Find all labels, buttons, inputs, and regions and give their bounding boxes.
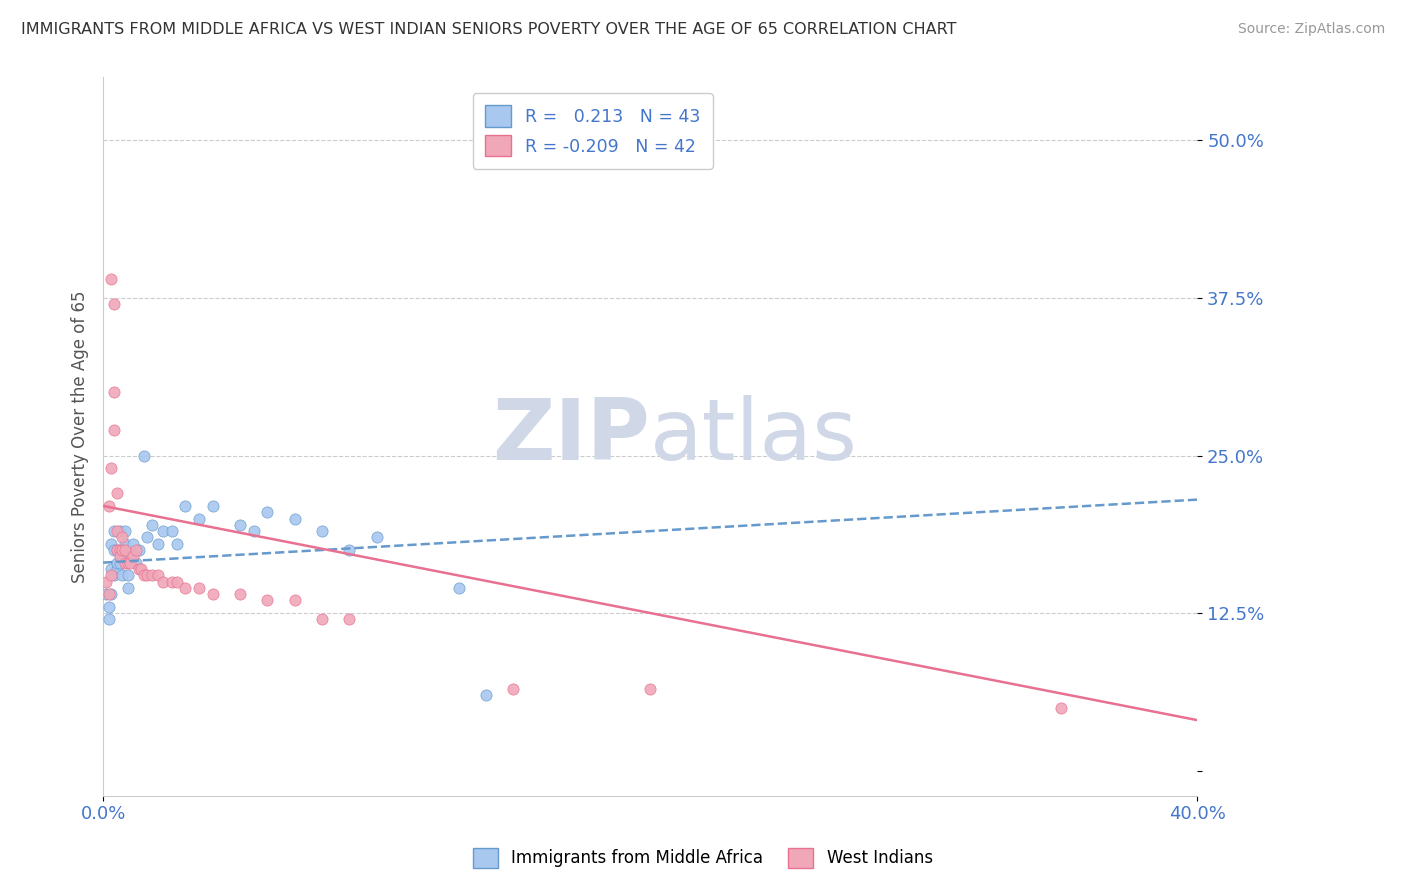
Point — [475, 688, 498, 702]
Point — [120, 556, 142, 570]
Y-axis label: Seniors Poverty Over the Age of 65: Seniors Poverty Over the Age of 65 — [72, 291, 89, 582]
Point — [311, 524, 333, 538]
Point — [174, 499, 197, 513]
Point — [114, 543, 136, 558]
Point — [141, 568, 163, 582]
Point — [105, 556, 128, 570]
Text: Source: ZipAtlas.com: Source: ZipAtlas.com — [1237, 22, 1385, 37]
Point — [108, 556, 131, 570]
Point — [114, 537, 136, 551]
Point — [105, 562, 128, 576]
Point — [94, 574, 117, 589]
Point — [100, 272, 122, 286]
Point — [337, 612, 360, 626]
Point — [114, 556, 136, 570]
Point — [103, 543, 125, 558]
Point — [638, 681, 661, 696]
Point — [134, 568, 156, 582]
Point — [103, 568, 125, 582]
Point — [97, 599, 120, 614]
Text: IMMIGRANTS FROM MIDDLE AFRICA VS WEST INDIAN SENIORS POVERTY OVER THE AGE OF 65 : IMMIGRANTS FROM MIDDLE AFRICA VS WEST IN… — [21, 22, 956, 37]
Point — [117, 581, 139, 595]
Point — [120, 549, 142, 564]
Point — [256, 505, 278, 519]
Point — [128, 543, 150, 558]
Point — [201, 499, 224, 513]
Point — [131, 562, 153, 576]
Point — [135, 530, 157, 544]
Point — [97, 587, 120, 601]
Point — [242, 524, 264, 538]
Point — [100, 587, 122, 601]
Point — [366, 530, 388, 544]
Point — [1049, 700, 1071, 714]
Point — [100, 537, 122, 551]
Point — [135, 568, 157, 582]
Point — [229, 587, 252, 601]
Point — [166, 574, 188, 589]
Point — [105, 543, 128, 558]
Point — [105, 486, 128, 500]
Point — [94, 587, 117, 601]
Point — [103, 524, 125, 538]
Point — [117, 556, 139, 570]
Point — [187, 581, 209, 595]
Point — [103, 297, 125, 311]
Point — [128, 562, 150, 576]
Point — [160, 524, 183, 538]
Point — [97, 499, 120, 513]
Point — [125, 543, 148, 558]
Point — [108, 549, 131, 564]
Point — [103, 423, 125, 437]
Point — [152, 524, 174, 538]
Point — [105, 524, 128, 538]
Legend: Immigrants from Middle Africa, West Indians: Immigrants from Middle Africa, West Indi… — [467, 841, 939, 875]
Point — [502, 681, 524, 696]
Point — [97, 612, 120, 626]
Point — [187, 511, 209, 525]
Point — [337, 543, 360, 558]
Point — [111, 568, 134, 582]
Point — [108, 524, 131, 538]
Point — [152, 574, 174, 589]
Point — [111, 549, 134, 564]
Point — [166, 537, 188, 551]
Point — [201, 587, 224, 601]
Point — [146, 537, 169, 551]
Point — [122, 537, 145, 551]
Point — [114, 524, 136, 538]
Point — [284, 511, 307, 525]
Point — [229, 517, 252, 532]
Point — [117, 568, 139, 582]
Point — [284, 593, 307, 607]
Point — [125, 556, 148, 570]
Text: ZIP: ZIP — [492, 395, 650, 478]
Point — [141, 517, 163, 532]
Point — [108, 543, 131, 558]
Point — [134, 449, 156, 463]
Point — [103, 385, 125, 400]
Point — [256, 593, 278, 607]
Point — [111, 543, 134, 558]
Point — [100, 461, 122, 475]
Point — [100, 562, 122, 576]
Point — [146, 568, 169, 582]
Point — [122, 549, 145, 564]
Point — [174, 581, 197, 595]
Point — [160, 574, 183, 589]
Point — [100, 568, 122, 582]
Point — [311, 612, 333, 626]
Point — [447, 581, 470, 595]
Point — [105, 543, 128, 558]
Point — [111, 530, 134, 544]
Legend: R =   0.213   N = 43, R = -0.209   N = 42: R = 0.213 N = 43, R = -0.209 N = 42 — [472, 94, 713, 169]
Text: atlas: atlas — [650, 395, 858, 478]
